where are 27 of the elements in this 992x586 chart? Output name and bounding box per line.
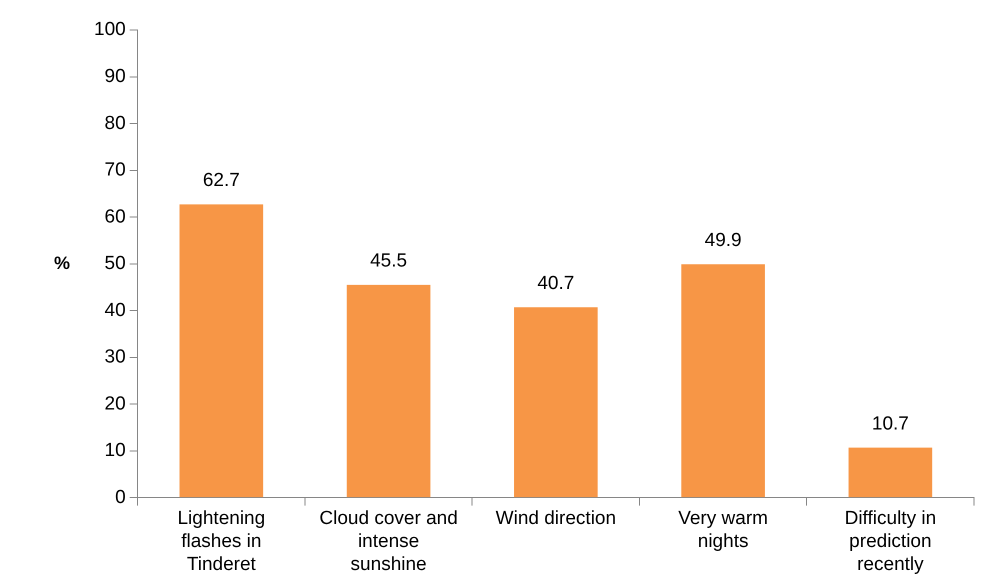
data-label: 10.7 [872,413,909,434]
x-tick-label: Lightening flashes in Tinderet [177,508,266,575]
data-label: 62.7 [202,170,240,192]
bar [180,204,264,498]
data-label: 40.7 [537,273,574,294]
y-tick-label: 90 [104,66,126,87]
data-label: 45.5 [370,250,408,272]
x-tick-label: Cloud cover and intense sunshine [319,508,458,575]
x-tick-label: Very warm nights [678,508,768,552]
y-tick-label: 100 [94,19,126,40]
y-tick-label: 80 [104,112,126,134]
y-tick-label: 0 [115,486,126,508]
y-tick-label: 50 [104,253,126,274]
bar [346,284,430,498]
x-tick-label: Wind direction [496,508,616,530]
bar [681,264,765,498]
bar [848,448,932,498]
y-tick-label: 20 [104,393,126,414]
x-tick-label: Difficulty in prediction recently [844,508,936,575]
y-tick-label: 70 [104,160,126,181]
y-tick-label: 10 [104,440,126,462]
y-tick-label: 60 [104,206,126,228]
data-label: 49.9 [704,230,742,251]
y-tick-label: 30 [104,346,126,368]
bar [514,307,598,498]
y-tick-label: 40 [104,300,126,321]
y-axis-title: % [54,252,70,273]
